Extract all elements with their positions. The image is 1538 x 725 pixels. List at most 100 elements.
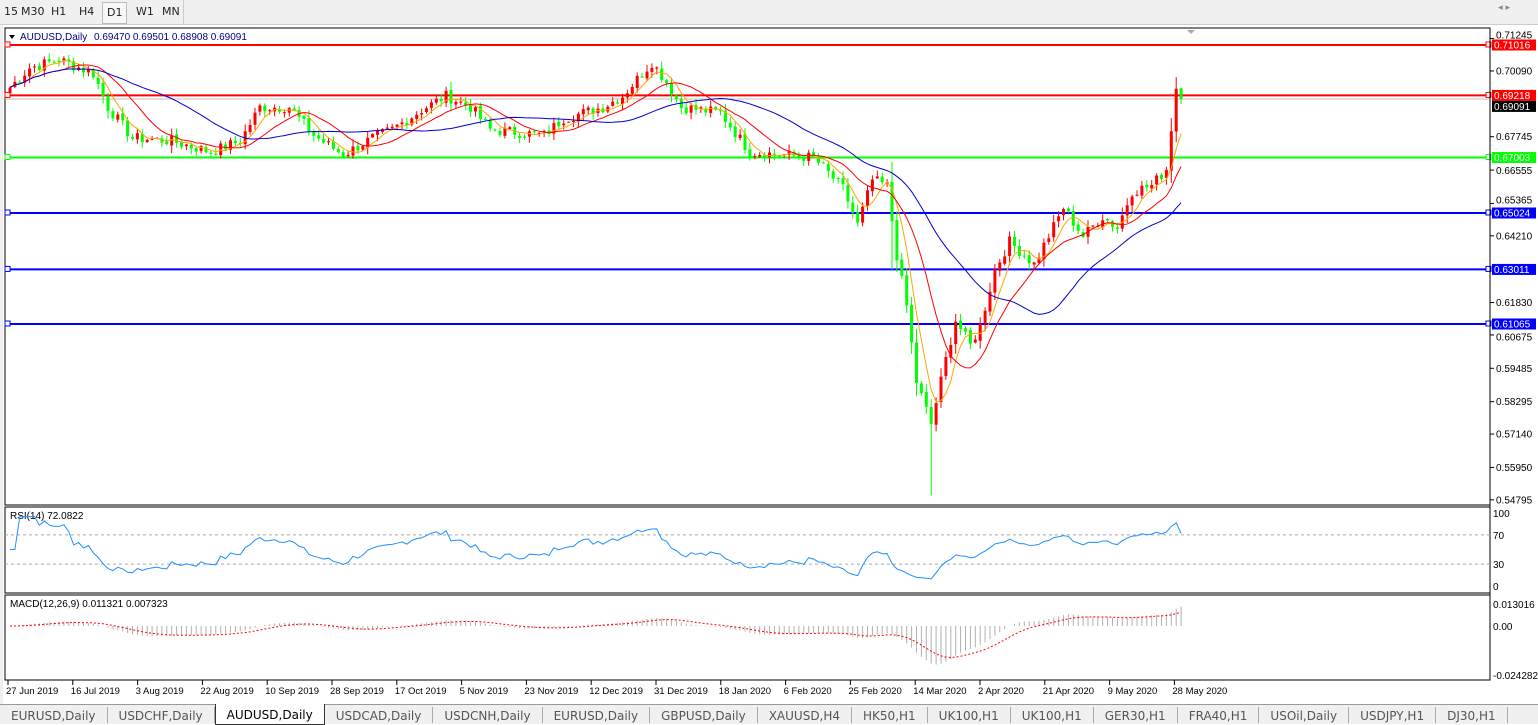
- candle-body: [214, 153, 218, 155]
- candle-body: [968, 330, 972, 344]
- candle-body: [1008, 236, 1012, 256]
- candle-body: [954, 321, 958, 344]
- left-edge: [0, 25, 3, 705]
- candle-body: [1076, 224, 1080, 231]
- candle-body: [170, 135, 174, 146]
- line-handle[interactable]: [1485, 209, 1492, 216]
- candle-body: [434, 98, 438, 103]
- candle-body: [821, 162, 825, 164]
- candle-body: [111, 111, 115, 119]
- candle-body: [557, 121, 561, 127]
- chart-tab[interactable]: USDCAD,Daily: [325, 707, 434, 723]
- chart-tab[interactable]: HK50,H1: [852, 707, 928, 723]
- candle-body: [576, 113, 580, 122]
- date-tick-label: 3 Aug 2019: [136, 686, 184, 697]
- price-tag: [1492, 207, 1536, 219]
- candle-body: [253, 112, 257, 125]
- candle-body: [689, 105, 693, 113]
- price-tag: [1492, 152, 1536, 164]
- line-handle[interactable]: [1485, 265, 1492, 272]
- candle-body: [508, 127, 512, 130]
- candle-body: [390, 126, 394, 129]
- line-handle[interactable]: [4, 320, 11, 327]
- collapse-triangle-icon[interactable]: [9, 35, 15, 39]
- candle-body: [699, 107, 703, 109]
- candle-body: [356, 145, 360, 151]
- candle-body: [194, 148, 198, 152]
- line-handle[interactable]: [4, 265, 11, 272]
- timeframe-m30[interactable]: M30: [21, 5, 45, 18]
- candle-body: [704, 108, 708, 113]
- chart-tab[interactable]: XAUUSD,H4: [758, 707, 853, 723]
- candle-body: [919, 383, 923, 394]
- candle-body: [591, 108, 595, 114]
- chart-tab[interactable]: USDCNH,Daily: [433, 707, 543, 723]
- candle-body: [1164, 169, 1168, 179]
- price-tag-label: 0.67003: [1494, 153, 1531, 164]
- timeframe-mn[interactable]: MN: [162, 5, 180, 18]
- date-tick-label: 31 Dec 2019: [654, 686, 708, 697]
- candle-body: [351, 146, 355, 156]
- chart-tab[interactable]: EURUSD,Daily: [0, 707, 108, 723]
- chart-tab[interactable]: GBPUSD,Daily: [650, 707, 758, 723]
- chart-tab[interactable]: UK100,H1: [1011, 707, 1094, 723]
- chart-tab[interactable]: FRA40,H1: [1178, 707, 1260, 723]
- line-handle[interactable]: [4, 154, 11, 161]
- chart-area[interactable]: AUDUSD,Daily 0.69470 0.69501 0.68908 0.69…: [0, 25, 1538, 705]
- line-handle[interactable]: [1485, 154, 1492, 161]
- candle-body: [204, 147, 208, 153]
- line-handle[interactable]: [1485, 91, 1492, 98]
- candle-body: [126, 120, 130, 137]
- candle-body: [851, 202, 855, 213]
- line-handle[interactable]: [1485, 41, 1492, 48]
- ma-slow-line: [9, 68, 1182, 315]
- candle-body: [523, 136, 526, 138]
- rsi-line: [10, 516, 1182, 580]
- timeframe-h1[interactable]: H1: [51, 5, 67, 18]
- line-handle[interactable]: [1485, 320, 1492, 327]
- candle-body: [86, 69, 90, 73]
- candle-body: [150, 138, 154, 140]
- candle-body: [870, 179, 874, 192]
- candle-body: [988, 291, 992, 312]
- shift-marker-icon[interactable]: [1187, 30, 1195, 34]
- candle-body: [322, 138, 326, 143]
- candle-body: [1160, 174, 1163, 179]
- candle-body: [728, 122, 732, 128]
- rsi-tick-label: 70: [1493, 531, 1505, 542]
- candle-body: [72, 61, 76, 71]
- candle-body: [787, 150, 791, 155]
- candle-body: [978, 323, 982, 341]
- chart-tab[interactable]: UK100,H1: [928, 707, 1011, 723]
- macd-tick-label: 0.00: [1493, 622, 1513, 633]
- candle-body: [895, 220, 899, 261]
- candle-body: [738, 134, 742, 138]
- candle-body: [949, 344, 953, 358]
- candle-body: [1140, 185, 1144, 196]
- candle-body: [106, 96, 110, 111]
- chart-tab[interactable]: USDJPY,H1: [1349, 707, 1437, 723]
- candle-body: [748, 149, 752, 157]
- chart-tab[interactable]: USOil,Daily: [1259, 707, 1350, 723]
- line-handle[interactable]: [4, 41, 11, 48]
- candle-body: [959, 320, 963, 329]
- candle-body: [905, 275, 909, 306]
- candle-body: [439, 99, 443, 102]
- chart-tab[interactable]: DJ30,H1: [1436, 707, 1508, 723]
- timeframe-h4[interactable]: H4: [79, 5, 95, 18]
- timeframe-d1[interactable]: D1: [102, 2, 128, 24]
- timeframe-15[interactable]: 15: [4, 5, 18, 18]
- candle-body: [1150, 185, 1154, 189]
- price-tag-label: 0.63011: [1494, 265, 1530, 276]
- line-handle[interactable]: [4, 209, 11, 216]
- chart-tab[interactable]: EURUSD,Daily: [543, 707, 651, 723]
- timeframe-w1[interactable]: W1: [136, 5, 154, 18]
- candle-body: [929, 407, 933, 424]
- candle-body: [385, 127, 389, 129]
- chart-tab[interactable]: USDCHF,Daily: [108, 707, 215, 723]
- tab-scroll-arrows[interactable]: ◂ ▸: [1498, 3, 1510, 13]
- chart-tab[interactable]: GER30,H1: [1094, 707, 1178, 723]
- candle-body: [630, 86, 634, 94]
- chart-tab[interactable]: AUDUSD,Daily: [214, 704, 325, 725]
- candle-body: [474, 107, 477, 112]
